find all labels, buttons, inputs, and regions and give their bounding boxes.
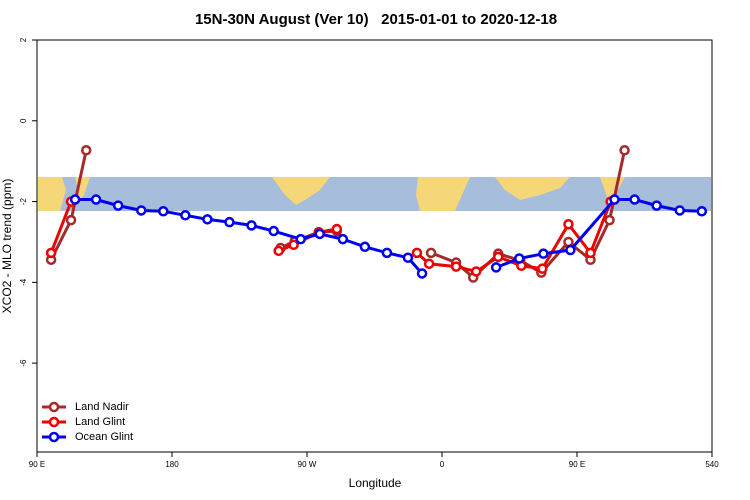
x-tick-label: 90 E <box>29 460 45 469</box>
point <box>470 266 482 277</box>
point <box>493 251 504 263</box>
y-tick-label: -6 <box>19 359 28 367</box>
point <box>90 194 102 205</box>
point <box>538 248 549 259</box>
x-tick-label: 540 <box>705 460 719 469</box>
point <box>381 247 393 259</box>
point <box>425 247 437 259</box>
point <box>674 205 685 216</box>
point <box>565 244 576 256</box>
y-tick-label: 2 <box>19 37 28 42</box>
y-axis-label: XCO2 - MLO trend (ppm) <box>0 179 14 314</box>
x-tick-label: 0 <box>440 460 445 469</box>
legend-marker <box>48 416 60 428</box>
y-tick-label: -4 <box>19 278 28 286</box>
point <box>288 239 299 251</box>
point <box>268 225 279 237</box>
point <box>696 206 708 217</box>
point <box>295 233 306 245</box>
plot-frame <box>36 39 713 453</box>
legend-label: Land Nadir <box>75 401 129 413</box>
point <box>136 205 147 216</box>
point <box>585 247 596 259</box>
point <box>314 228 325 240</box>
point <box>158 206 169 217</box>
point <box>416 268 428 279</box>
point <box>331 223 343 235</box>
point <box>80 145 92 156</box>
x-axis-label: Longitude <box>349 476 402 490</box>
point <box>202 214 213 225</box>
point <box>402 252 414 263</box>
point <box>69 194 81 205</box>
point <box>651 200 662 211</box>
point <box>537 263 548 274</box>
point <box>490 262 502 273</box>
point <box>65 214 77 226</box>
point <box>423 258 435 270</box>
point <box>450 261 462 272</box>
point <box>629 194 640 205</box>
legend-marker <box>48 401 60 413</box>
point <box>411 247 423 259</box>
legend-marker <box>48 431 60 443</box>
point <box>604 214 615 226</box>
point <box>246 220 257 231</box>
series-line <box>49 149 627 280</box>
point <box>273 245 284 257</box>
point <box>514 253 525 264</box>
point <box>112 200 124 211</box>
legend-label: Ocean Glint <box>75 431 133 443</box>
point <box>563 218 574 230</box>
point <box>619 145 630 156</box>
point <box>337 233 349 245</box>
x-tick-label: 90 E <box>569 460 585 469</box>
point <box>224 216 235 228</box>
x-tick-label: 90 W <box>298 460 317 469</box>
map-strip <box>38 177 711 211</box>
point <box>609 194 620 205</box>
y-tick-label: -2 <box>19 197 28 205</box>
y-tick-label: 0 <box>19 118 28 123</box>
chart-title: 15N-30N August (Ver 10) 2015-01-01 to 20… <box>195 11 557 28</box>
point <box>563 236 574 248</box>
point <box>359 241 371 253</box>
legend-label: Land Glint <box>75 416 125 428</box>
point <box>45 247 57 259</box>
x-tick-label: 180 <box>165 460 179 469</box>
point <box>180 210 191 221</box>
